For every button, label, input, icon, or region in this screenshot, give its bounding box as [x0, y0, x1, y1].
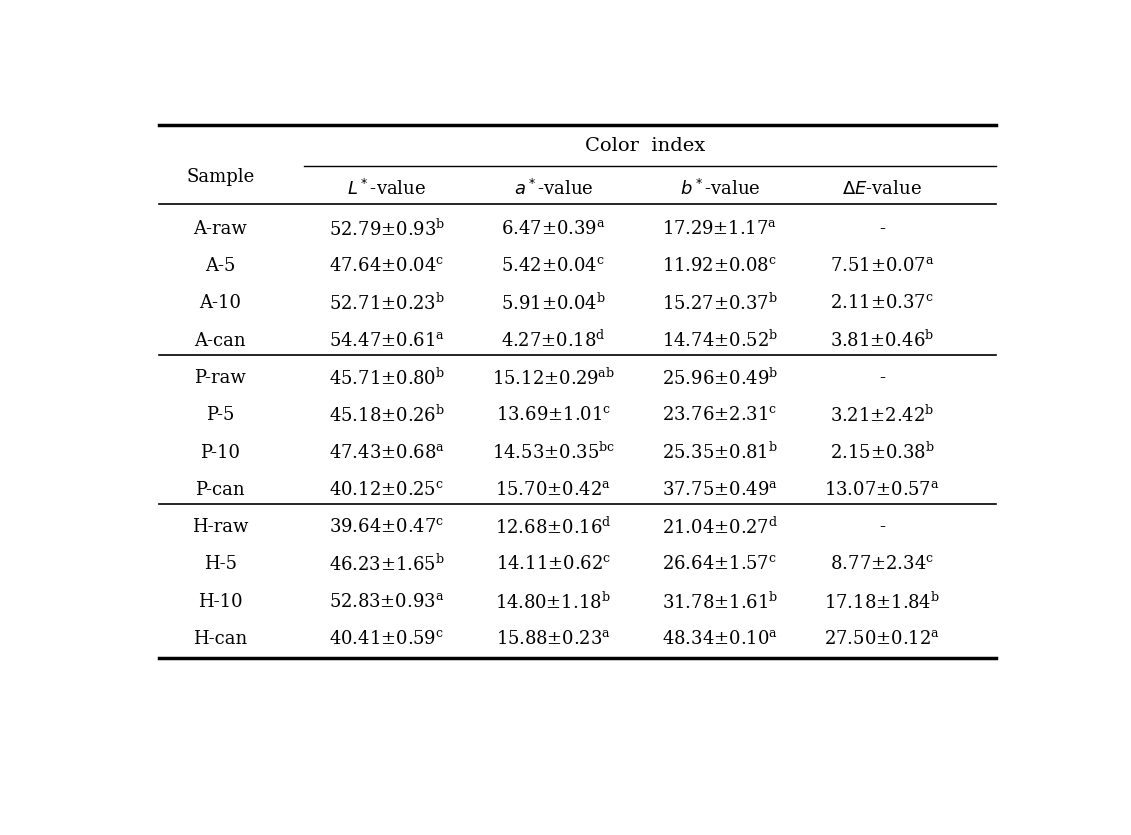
- Text: $\Delta E$-value: $\Delta E$-value: [843, 180, 922, 198]
- Text: 27.50±0.12$^{\mathregular{a}}$: 27.50±0.12$^{\mathregular{a}}$: [824, 630, 940, 648]
- Text: -: -: [879, 519, 886, 536]
- Text: 2.11±0.37$^{\mathregular{c}}$: 2.11±0.37$^{\mathregular{c}}$: [830, 295, 934, 312]
- Text: $L^*$-value: $L^*$-value: [347, 179, 426, 199]
- Text: 47.64±0.04$^{\mathregular{c}}$: 47.64±0.04$^{\mathregular{c}}$: [329, 257, 444, 275]
- Text: 8.77±2.34$^{\mathregular{c}}$: 8.77±2.34$^{\mathregular{c}}$: [830, 555, 934, 574]
- Text: 15.88±0.23$^{\mathregular{a}}$: 15.88±0.23$^{\mathregular{a}}$: [495, 630, 611, 648]
- Text: 14.11±0.62$^{\mathregular{c}}$: 14.11±0.62$^{\mathregular{c}}$: [495, 555, 611, 574]
- Text: -: -: [879, 220, 886, 238]
- Text: $a^*$-value: $a^*$-value: [513, 179, 593, 199]
- Text: H-can: H-can: [193, 630, 248, 648]
- Text: 40.41±0.59$^{\mathregular{c}}$: 40.41±0.59$^{\mathregular{c}}$: [329, 630, 444, 648]
- Text: 15.12±0.29$^{\mathregular{ab}}$: 15.12±0.29$^{\mathregular{ab}}$: [492, 367, 615, 388]
- Text: H-10: H-10: [198, 593, 242, 610]
- Text: 45.71±0.80$^{\mathregular{b}}$: 45.71±0.80$^{\mathregular{b}}$: [329, 367, 444, 388]
- Text: H-raw: H-raw: [192, 519, 249, 536]
- Text: 3.81±0.46$^{\mathregular{b}}$: 3.81±0.46$^{\mathregular{b}}$: [830, 330, 934, 352]
- Text: 48.34±0.10$^{\mathregular{a}}$: 48.34±0.10$^{\mathregular{a}}$: [662, 630, 778, 648]
- Text: 5.42±0.04$^{\mathregular{c}}$: 5.42±0.04$^{\mathregular{c}}$: [501, 257, 605, 275]
- Text: 13.07±0.57$^{\mathregular{a}}$: 13.07±0.57$^{\mathregular{a}}$: [824, 481, 940, 498]
- Text: 40.12±0.25$^{\mathregular{c}}$: 40.12±0.25$^{\mathregular{c}}$: [329, 481, 444, 498]
- Text: P-10: P-10: [200, 443, 240, 462]
- Text: A-10: A-10: [199, 295, 241, 312]
- Text: 39.64±0.47$^{\mathregular{c}}$: 39.64±0.47$^{\mathregular{c}}$: [329, 519, 444, 536]
- Text: 46.23±1.65$^{\mathregular{b}}$: 46.23±1.65$^{\mathregular{b}}$: [329, 554, 444, 575]
- Text: 5.91±0.04$^{\mathregular{b}}$: 5.91±0.04$^{\mathregular{b}}$: [501, 293, 606, 314]
- Text: A-raw: A-raw: [193, 220, 248, 238]
- Text: A-can: A-can: [195, 331, 247, 350]
- Text: 21.04±0.27$^{\mathregular{d}}$: 21.04±0.27$^{\mathregular{d}}$: [662, 517, 778, 538]
- Text: 7.51±0.07$^{\mathregular{a}}$: 7.51±0.07$^{\mathregular{a}}$: [830, 257, 934, 275]
- Text: H-5: H-5: [204, 555, 236, 574]
- Text: 11.92±0.08$^{\mathregular{c}}$: 11.92±0.08$^{\mathregular{c}}$: [663, 257, 777, 275]
- Text: P-5: P-5: [206, 407, 234, 424]
- Text: 2.15±0.38$^{\mathregular{b}}$: 2.15±0.38$^{\mathregular{b}}$: [830, 442, 934, 463]
- Text: 17.29±1.17$^{\mathregular{a}}$: 17.29±1.17$^{\mathregular{a}}$: [663, 220, 777, 238]
- Text: P-can: P-can: [196, 481, 245, 498]
- Text: 14.74±0.52$^{\mathregular{b}}$: 14.74±0.52$^{\mathregular{b}}$: [662, 330, 778, 352]
- Text: 37.75±0.49$^{\mathregular{a}}$: 37.75±0.49$^{\mathregular{a}}$: [662, 481, 778, 498]
- Text: 14.53±0.35$^{\mathregular{bc}}$: 14.53±0.35$^{\mathregular{bc}}$: [492, 442, 615, 463]
- Text: 52.71±0.23$^{\mathregular{b}}$: 52.71±0.23$^{\mathregular{b}}$: [329, 293, 444, 314]
- Text: 54.47±0.61$^{\mathregular{a}}$: 54.47±0.61$^{\mathregular{a}}$: [329, 331, 444, 350]
- Text: 6.47±0.39$^{\mathregular{a}}$: 6.47±0.39$^{\mathregular{a}}$: [501, 220, 605, 238]
- Text: P-raw: P-raw: [195, 369, 247, 387]
- Text: 52.83±0.93$^{\mathregular{a}}$: 52.83±0.93$^{\mathregular{a}}$: [329, 593, 444, 610]
- Text: A-5: A-5: [205, 257, 235, 275]
- Text: 14.80±1.18$^{\mathregular{b}}$: 14.80±1.18$^{\mathregular{b}}$: [495, 591, 611, 612]
- Text: 31.78±1.61$^{\mathregular{b}}$: 31.78±1.61$^{\mathregular{b}}$: [662, 591, 778, 612]
- Text: 3.21±2.42$^{\mathregular{b}}$: 3.21±2.42$^{\mathregular{b}}$: [830, 405, 934, 426]
- Text: 4.27±0.18$^{\mathregular{d}}$: 4.27±0.18$^{\mathregular{d}}$: [501, 330, 605, 352]
- Text: 45.18±0.26$^{\mathregular{b}}$: 45.18±0.26$^{\mathregular{b}}$: [329, 405, 444, 426]
- Text: Sample: Sample: [187, 169, 254, 186]
- Text: 15.70±0.42$^{\mathregular{a}}$: 15.70±0.42$^{\mathregular{a}}$: [495, 481, 612, 498]
- Text: 52.79±0.93$^{\mathregular{b}}$: 52.79±0.93$^{\mathregular{b}}$: [329, 218, 444, 240]
- Text: 23.76±2.31$^{\mathregular{c}}$: 23.76±2.31$^{\mathregular{c}}$: [663, 407, 777, 424]
- Text: 15.27±0.37$^{\mathregular{b}}$: 15.27±0.37$^{\mathregular{b}}$: [662, 293, 778, 314]
- Text: 25.96±0.49$^{\mathregular{b}}$: 25.96±0.49$^{\mathregular{b}}$: [662, 367, 778, 388]
- Text: 13.69±1.01$^{\mathregular{c}}$: 13.69±1.01$^{\mathregular{c}}$: [495, 407, 611, 424]
- Text: Color  index: Color index: [585, 138, 706, 155]
- Text: $b^*$-value: $b^*$-value: [680, 179, 760, 199]
- Text: 17.18±1.84$^{\mathregular{b}}$: 17.18±1.84$^{\mathregular{b}}$: [824, 591, 940, 612]
- Text: 12.68±0.16$^{\mathregular{d}}$: 12.68±0.16$^{\mathregular{d}}$: [495, 517, 612, 538]
- Text: 47.43±0.68$^{\mathregular{a}}$: 47.43±0.68$^{\mathregular{a}}$: [329, 443, 444, 462]
- Text: -: -: [879, 369, 886, 387]
- Text: 26.64±1.57$^{\mathregular{c}}$: 26.64±1.57$^{\mathregular{c}}$: [663, 555, 777, 574]
- Text: 25.35±0.81$^{\mathregular{b}}$: 25.35±0.81$^{\mathregular{b}}$: [662, 442, 778, 463]
